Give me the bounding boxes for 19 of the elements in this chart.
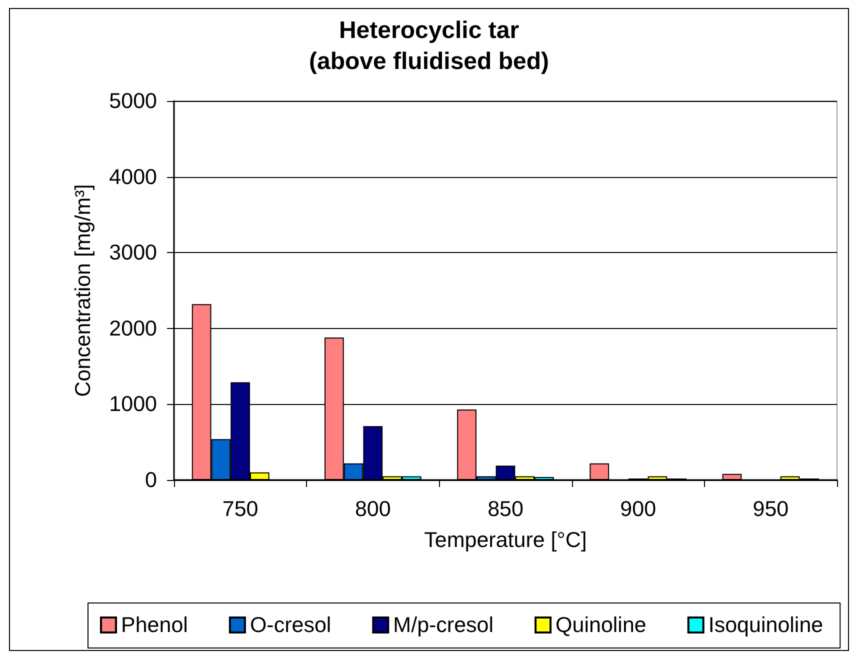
y-tick-label: 1000 (109, 392, 158, 416)
legend-label: Quinoline (556, 613, 646, 637)
x-tick-label: 950 (752, 497, 789, 521)
legend-label: Phenol (121, 613, 188, 637)
chart-title: Heterocyclic tar (above fluidised bed) (308, 17, 550, 75)
y-tick-label: 3000 (109, 240, 158, 265)
x-tick-label: 900 (620, 497, 656, 521)
legend-label: M/p-cresol (393, 613, 494, 637)
x-tick-label: 800 (354, 497, 391, 521)
x-axis-title: Temperature [°C] (424, 528, 587, 552)
y-tick-label: 5000 (109, 89, 158, 113)
legend-label: O-cresol (250, 613, 332, 637)
y-tick-label: 4000 (109, 164, 158, 189)
y-tick-label: 0 (145, 468, 158, 492)
y-axis-title: Concentration [mg/m³] (71, 184, 95, 397)
x-tick-label: 850 (488, 497, 524, 521)
legend-label: Isoquinoline (708, 613, 824, 637)
x-tick-label: 750 (222, 497, 258, 521)
y-tick-label: 2000 (109, 316, 158, 340)
